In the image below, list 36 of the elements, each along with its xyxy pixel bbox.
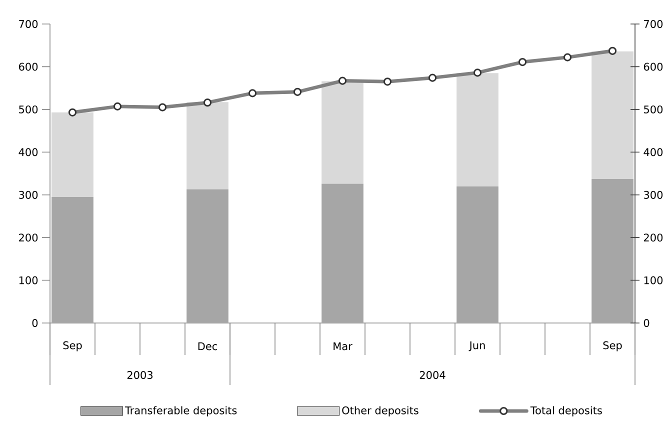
y-tick-label: 500 (19, 105, 38, 114)
bar (456, 73, 498, 186)
y2-tick-label: 400 (644, 148, 663, 156)
text: 2004 (420, 371, 446, 379)
y2-tick-label: 200 (644, 234, 663, 242)
y-tick-label: 100 (19, 276, 38, 284)
x-tick-label: Jun (468, 341, 485, 352)
bar (322, 81, 364, 184)
y-tick-label: 400 (18, 148, 38, 156)
text: 2003 (127, 371, 153, 379)
bar (456, 186, 498, 323)
y2-tick-label: 500 (644, 105, 663, 114)
x-tick-label: Mar (334, 342, 352, 350)
y2-tick-label: 0 (644, 319, 650, 327)
bar (186, 102, 228, 190)
legend-label: Transferable deposits (124, 406, 237, 416)
y2-tick-label: 300 (644, 190, 663, 199)
x-tick-label: Dec (198, 342, 218, 350)
y-tick-label: 0 (32, 319, 38, 327)
bar (592, 51, 634, 180)
bar (186, 189, 228, 323)
y-tick-label: 700 (19, 20, 38, 28)
x-tick-label: Sep (63, 341, 82, 352)
x-tick-label: Sep (603, 341, 622, 352)
bar (52, 112, 94, 197)
y2-tick-label: 100 (644, 276, 663, 284)
y-tick-label: 200 (19, 234, 38, 242)
legend-label: Other deposits (342, 406, 418, 416)
y2-tick-label: 600 (644, 62, 663, 71)
bar (52, 196, 94, 323)
y-tick-label: 600 (18, 62, 38, 71)
bar (322, 184, 364, 323)
y-tick-label: 300 (19, 190, 38, 199)
bar (592, 179, 634, 323)
legend-label: Total deposits (530, 406, 602, 416)
y2-tick-label: 700 (644, 20, 663, 28)
